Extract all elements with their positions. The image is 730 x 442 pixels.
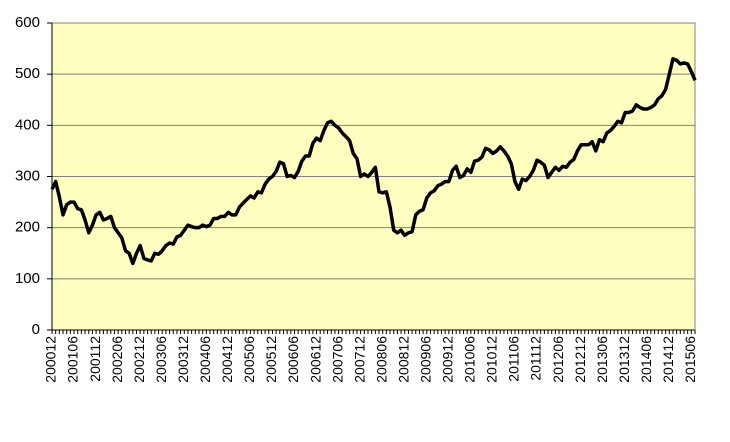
x-tick-label: 201012	[484, 336, 500, 383]
data-line	[50, 57, 697, 266]
x-tick-label: 200912	[440, 336, 456, 383]
x-tick-label: 200112	[87, 336, 103, 382]
x-tick-label: 200206	[109, 336, 125, 383]
x-tick-label: 201406	[638, 336, 654, 383]
x-tick-label: 201312	[616, 336, 632, 383]
x-tick-label: 200706	[329, 336, 345, 383]
x-tick-label: 200212	[131, 336, 147, 383]
x-tick-label: 200812	[395, 336, 411, 383]
y-tick-label: 300	[15, 167, 40, 184]
x-tick-label: 200806	[373, 336, 389, 383]
x-tick-label: 201412	[660, 336, 676, 383]
y-tick-label: 400	[15, 116, 40, 133]
x-tick-label: 201112	[528, 336, 544, 381]
x-tick-label: 200612	[307, 336, 323, 383]
x-tick-label: 200906	[417, 336, 433, 383]
x-tick-label: 201106	[506, 336, 522, 382]
x-tick-label: 200712	[351, 336, 367, 383]
x-tick-label: 200412	[219, 336, 235, 383]
y-tick-label: 500	[15, 65, 40, 82]
x-tick-label: 200506	[241, 336, 257, 383]
x-tick-label: 201506	[682, 336, 698, 383]
x-tick-label: 201006	[462, 336, 478, 383]
y-tick-label: 600	[15, 14, 40, 31]
x-tick-label: 200512	[263, 336, 279, 383]
x-tick-label: 201306	[594, 336, 610, 383]
y-tick-label: 100	[15, 270, 40, 287]
y-tick-label: 200	[15, 219, 40, 236]
x-tick-label: 200312	[175, 336, 191, 383]
x-tick-label: 200406	[197, 336, 213, 383]
x-tick-label: 200606	[285, 336, 301, 383]
x-tick-label: 201206	[550, 336, 566, 383]
x-tick-label: 200012	[43, 336, 59, 383]
x-tick-label: 200106	[65, 336, 81, 383]
x-tick-label: 200306	[153, 336, 169, 383]
y-tick-label: 0	[32, 321, 40, 338]
x-tick-label: 201212	[572, 336, 588, 383]
